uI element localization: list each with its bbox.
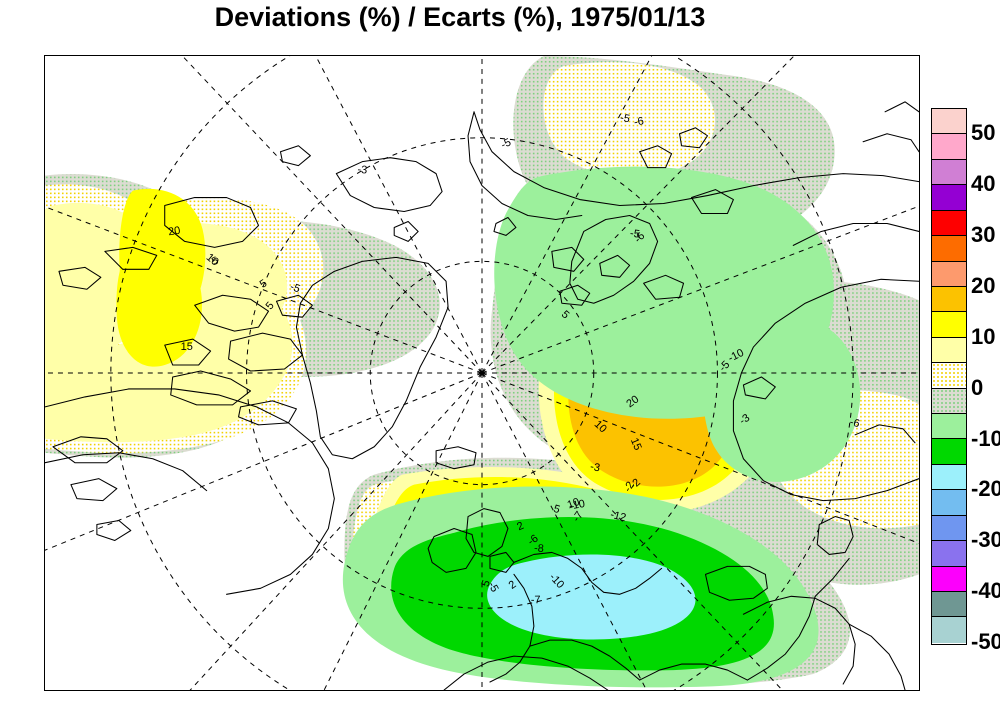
- contour-label: 10: [566, 496, 582, 511]
- colorbar-tick-label: 10: [971, 323, 996, 349]
- contour-label: -12: [609, 509, 627, 524]
- colorbar-tick-label: 50: [971, 120, 996, 146]
- contour-label: 15: [628, 436, 644, 452]
- colorbar-cell: [932, 337, 966, 364]
- contour-label: 20: [624, 393, 641, 410]
- colorbar-cell: [932, 134, 966, 160]
- contour-label: -5: [499, 136, 513, 151]
- colorbar-cell: [932, 414, 966, 440]
- contour-label: 15: [181, 341, 193, 353]
- contour-label: 20: [167, 225, 181, 239]
- colorbar-cell: [932, 159, 966, 186]
- contour-label: -3: [589, 461, 601, 475]
- colorbar-tick-label: -10: [971, 425, 1000, 451]
- colorbar[interactable]: [931, 108, 967, 645]
- colorbar-tick-label: 20: [971, 273, 996, 298]
- colorbar-tick-label: -30: [971, 527, 1000, 553]
- colorbar-tick-label: 0: [971, 374, 984, 400]
- colorbar-cell: [932, 592, 966, 618]
- contour-label: -7: [531, 594, 541, 606]
- contour-label: -6: [848, 416, 861, 430]
- colorbar-cell: [932, 109, 966, 135]
- colorbar-cell: [932, 236, 966, 262]
- colorbar-cell: [932, 515, 966, 542]
- colorbar-cell: [932, 617, 966, 643]
- colorbar-tick-label: -20: [971, 476, 1000, 502]
- page-title: Deviations (%) / Ecarts (%), 1975/01/13: [214, 2, 706, 32]
- contour-label: -3: [357, 164, 368, 177]
- colorbar-cell: [932, 210, 966, 237]
- colorbar-cell: [932, 464, 966, 491]
- colorbar-tick-label: -40: [971, 578, 1000, 604]
- colorbar-tick-label: 30: [971, 222, 996, 248]
- colorbar-cell: [932, 541, 966, 567]
- map-panel[interactable]: 20 15 10 5 5 5 20 15 10 5 5 10 2 2 5 -10 -7 -6 -8 -10 -7 -12-…: [44, 55, 920, 691]
- contour-label: -5: [288, 281, 301, 296]
- contour-label: 5: [258, 277, 270, 290]
- colorbar-cell: [932, 185, 966, 211]
- contour-label: -8: [534, 542, 545, 555]
- colorbar-cell: [932, 286, 966, 313]
- colorbar-cell: [932, 312, 966, 338]
- contour-label: 2: [515, 520, 525, 533]
- contour-label: 10: [204, 251, 221, 268]
- contour-label: 5: [480, 579, 493, 589]
- colorbar-cell: [932, 388, 966, 415]
- colorbar-tick-labels: 50 40 30 20 10 0 -10 -20 -30 -40 -50: [971, 108, 1000, 653]
- colorbar-cell: [932, 439, 966, 465]
- contour-label: -6: [633, 115, 645, 129]
- colorbar-cell: [932, 261, 966, 287]
- colorbar-cell: [932, 490, 966, 516]
- contour-label: -5: [619, 112, 631, 126]
- colorbar-cell: [932, 566, 966, 593]
- contour-label: -5: [629, 228, 640, 241]
- contour-label: 5: [552, 503, 561, 516]
- contour-label: -10: [568, 498, 586, 513]
- colorbar-tick-label: -50: [971, 629, 1000, 654]
- colorbar-tick-label: 40: [971, 171, 996, 197]
- colorbar-cell: [932, 363, 966, 389]
- contour-label: 5: [210, 255, 220, 268]
